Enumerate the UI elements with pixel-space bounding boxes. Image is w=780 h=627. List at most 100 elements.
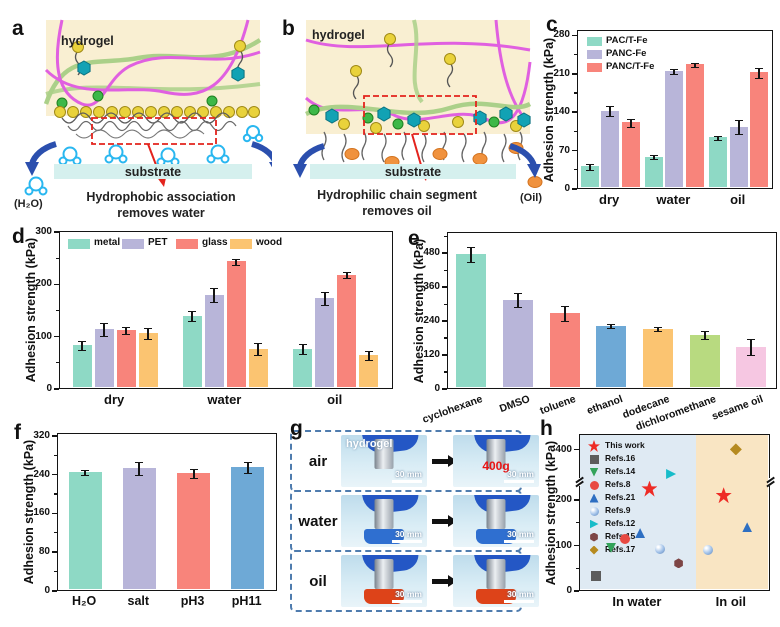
legend-label-wood: wood [256,237,283,248]
errorbar-PET-oil [320,291,329,307]
panel-e-solvent-bar-chart: e Adhesion strength (kPa) 0 120 240 360 480 cy… [400,222,780,433]
bar-pH3 [177,472,210,589]
errorbar-cyclohexane [467,246,476,263]
errorbar-PANC-Fe-dry [606,106,615,117]
bar-PAC/T-Fe-dry [580,166,599,187]
bar-PET-water [204,294,224,387]
x-category-water: water [656,192,691,207]
photo-row-air: air hydrogel 30 mm 400g 30 mm [290,430,539,492]
y-tick-label: 100 [35,330,52,342]
bar-glass-oil [337,274,357,387]
scale-bar [392,480,422,483]
legend-swatch-PET [122,239,144,249]
y-tick-label: 0 [566,585,572,596]
scale-bar [504,480,534,483]
hydrogel-tag: hydrogel [346,438,393,450]
weight-tag: 400g [482,459,510,473]
bar-PANC-Fe-dry [601,110,620,187]
y-tick-label: 0 [46,383,52,394]
x-category-DMSO: DMSO [497,393,532,416]
legend-label-Refs.17: Refs.17 [605,544,636,554]
legend-label-This work: This work [605,440,645,450]
y-tick-label: 280 [553,29,570,41]
hydrogel-label: hydrogel [312,28,365,42]
bar-metal-oil [293,348,313,387]
errorbar-PANC/T-Fe-dry [626,118,635,129]
data-point-Refs.16 [590,571,601,582]
y-minor-tick [56,257,59,259]
legend-swatch-PANC/T-Fe [587,63,602,72]
y-tick [574,590,579,592]
errorbar-PANC/T-Fe-water [690,62,699,68]
panel-b-schematic: b [272,6,544,222]
x-category-dry: dry [104,392,125,407]
bar-metal-water [182,315,202,387]
y-tick-label: 400 [555,443,572,455]
y-minor-tick [444,303,447,305]
y-minor-tick [56,362,59,364]
plot-area: metal PET glass wood [59,231,393,389]
row-label-oil: oil [309,572,327,590]
plot-area: PAC/T-Fe PANC-Fe PANC/T-Fe [577,30,773,189]
bar-glass-dry [116,329,136,387]
y-tick-label: 240 [33,468,50,480]
y-axis-label: Adhesion strength (kPa) [544,440,558,585]
x-category-oil: oil [730,192,746,207]
bar-dichloromethane [689,334,720,387]
y-tick [574,448,579,451]
panel-letter-a: a [12,17,24,40]
legend-label-metal: metal [94,237,121,248]
errorbar-PET-water [210,288,219,303]
y-minor-tick [444,337,447,339]
panel-c-adhesion-bar-chart: c PAC/T-Fe PANC-Fe PANC/T-Fe Adhesion stren… [542,6,780,220]
x-category-water: water [207,392,242,407]
panel-letter-g: g [290,417,303,440]
legend-label-Refs.9: Refs.9 [605,505,631,515]
bar-H₂O [68,471,102,589]
bar-metal-dry [72,344,92,387]
errorbar-H₂O [81,469,90,477]
y-tick [52,435,57,437]
photo-water-after: 30 mm [453,495,539,547]
x-category-In oil: In oil [715,594,746,609]
substrate-label: substrate [124,165,182,179]
y-tick-label: 480 [423,247,440,259]
plot-area [57,433,277,591]
errorbar-ethanol [607,324,616,330]
y-tick [54,335,59,338]
legend-swatch-wood [230,239,252,249]
bar-PANC-Fe-oil [729,126,748,187]
y-tick-label: 320 [33,429,50,441]
bar-wood-dry [138,332,158,387]
legend-marker-Refs.15 [590,532,598,542]
photo-oil-before: 30 mm [341,555,427,607]
panel-g-photo-demo: g air hydrogel 30 mm 400g 30 mm water [288,417,539,623]
legend-label-Refs.21: Refs.21 [605,492,636,502]
x-category-H₂O: H₂O [71,594,97,608]
legend-swatch-PAC/T-Fe [587,37,602,46]
x-category-In water: In water [612,594,662,609]
legend-label-PET: PET [148,237,168,248]
errorbar-glass-dry [122,326,131,335]
panel-letter-f: f [14,421,21,444]
panel-letter-e: e [408,227,420,250]
y-tick [52,473,57,476]
y-tick [574,544,579,547]
y-tick-label: 140 [553,106,570,118]
errorbar-PANC-Fe-water [670,69,679,76]
y-tick [54,388,59,390]
cylinder-shape [486,499,506,529]
bar-PAC/T-Fe-water [644,156,663,187]
scale-bar [392,540,422,543]
y-minor-tick [54,454,57,456]
errorbar-metal-oil [298,344,307,356]
cylinder-shape [486,439,506,469]
hydrogel-water-schematic [24,19,272,196]
y-tick-label: 70 [558,144,570,156]
legend-marker-Refs.8 [589,480,599,490]
legend-label-Refs.12: Refs.12 [605,518,636,528]
photo-row-oil: oil 30 mm 30 mm [290,550,539,612]
legend-swatch-metal [68,239,90,249]
y-minor-tick [54,571,57,573]
y-tick [442,354,447,356]
